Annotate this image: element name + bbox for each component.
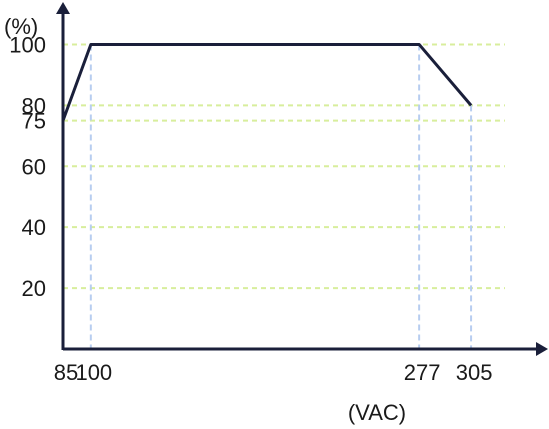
- y-tick-label-100: 100: [9, 32, 46, 57]
- vertical-grid: [89, 44, 473, 349]
- x-tick-label-100: 100: [75, 360, 112, 385]
- series-line: [61, 42, 473, 122]
- x-tick-label-277: 277: [404, 360, 441, 385]
- y-axis-arrow-icon: [56, 2, 70, 14]
- y-tick-label-20: 20: [22, 276, 46, 301]
- x-axis-label: (VAC): [348, 400, 406, 425]
- y-tick-label-75: 75: [22, 109, 46, 134]
- y-tick-label-80: 80: [22, 93, 46, 118]
- series-group: [61, 42, 473, 122]
- y-axis-label: (%): [4, 14, 38, 39]
- axes: [56, 2, 548, 356]
- y-tick-label-60: 60: [22, 154, 46, 179]
- y-tick-label-40: 40: [22, 215, 46, 240]
- horizontal-grid: [63, 43, 505, 290]
- x-tick-label-85: 85: [54, 360, 78, 385]
- x-axis-arrow-icon: [536, 342, 548, 356]
- x-tick-label-305: 305: [456, 360, 493, 385]
